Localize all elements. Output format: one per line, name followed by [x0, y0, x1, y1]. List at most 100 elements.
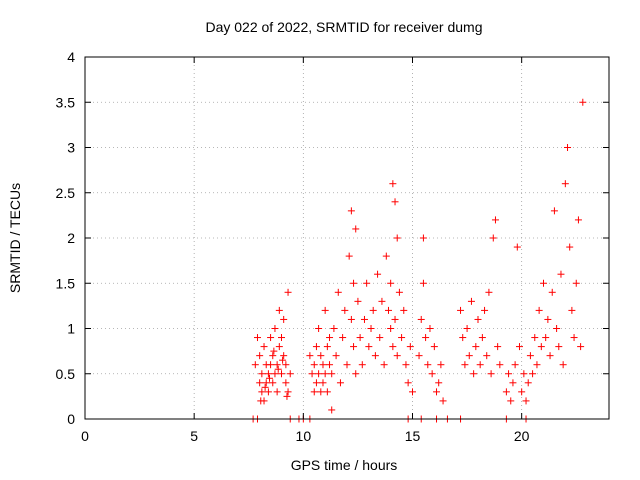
- data-point: [287, 370, 294, 377]
- data-point: [350, 343, 357, 350]
- data-point: [398, 334, 405, 341]
- data-point: [496, 361, 503, 368]
- y-tick-label: 0: [67, 411, 75, 427]
- data-point: [553, 325, 560, 332]
- data-point: [315, 370, 322, 377]
- data-point: [400, 307, 407, 314]
- data-point: [409, 388, 416, 395]
- data-point: [533, 361, 540, 368]
- data-point: [579, 99, 586, 106]
- y-tick-label: 2: [67, 230, 75, 246]
- data-point: [577, 343, 584, 350]
- data-point: [475, 316, 482, 323]
- data-point: [279, 357, 286, 364]
- data-point: [263, 379, 270, 386]
- data-point: [551, 207, 558, 214]
- data-point: [348, 316, 355, 323]
- data-point: [518, 388, 525, 395]
- data-point: [461, 361, 468, 368]
- data-point: [322, 370, 329, 377]
- data-point: [470, 370, 477, 377]
- data-point: [424, 361, 431, 368]
- data-point: [271, 370, 278, 377]
- data-point: [437, 361, 444, 368]
- data-point: [261, 343, 268, 350]
- data-point: [529, 370, 536, 377]
- data-point: [392, 198, 399, 205]
- data-point: [420, 280, 427, 287]
- data-point: [326, 334, 333, 341]
- data-point: [348, 207, 355, 214]
- data-point: [363, 280, 370, 287]
- data-point: [464, 325, 471, 332]
- data-point: [330, 325, 337, 332]
- data-point: [389, 343, 396, 350]
- data-point: [269, 379, 276, 386]
- data-point: [490, 235, 497, 242]
- x-tick-label: 15: [405, 428, 421, 444]
- data-point: [573, 280, 580, 287]
- data-point: [257, 397, 264, 404]
- data-point: [254, 334, 261, 341]
- data-point: [317, 388, 324, 395]
- data-point: [385, 307, 392, 314]
- data-point: [549, 289, 556, 296]
- x-axis-label: GPS time / hours: [291, 457, 398, 473]
- data-point: [256, 379, 263, 386]
- data-point: [566, 244, 573, 251]
- data-point: [492, 216, 499, 223]
- data-point: [564, 144, 571, 151]
- data-point: [525, 379, 532, 386]
- data-point: [488, 370, 495, 377]
- data-point: [282, 361, 289, 368]
- x-tick-label: 5: [190, 428, 198, 444]
- data-point: [319, 379, 326, 386]
- data-point: [394, 352, 401, 359]
- y-tick-label: 2.5: [56, 185, 76, 201]
- data-point: [265, 370, 272, 377]
- data-point: [280, 352, 287, 359]
- data-point: [267, 361, 274, 368]
- data-point: [523, 397, 530, 404]
- y-tick-labels: 0 0.5 1 1.5 2 2.5 3 3.5 4: [56, 49, 76, 427]
- data-point: [365, 343, 372, 350]
- data-point: [274, 361, 281, 368]
- data-point: [311, 361, 318, 368]
- data-point: [557, 271, 564, 278]
- data-point: [376, 334, 383, 341]
- data-point: [560, 361, 567, 368]
- data-point: [269, 352, 276, 359]
- data-point: [311, 388, 318, 395]
- data-point: [256, 352, 263, 359]
- data-point: [512, 361, 519, 368]
- data-point: [503, 388, 510, 395]
- data-point: [483, 352, 490, 359]
- data-point: [335, 289, 342, 296]
- data-point: [283, 393, 290, 400]
- data-point: [531, 334, 538, 341]
- data-point: [505, 370, 512, 377]
- data-point: [542, 334, 549, 341]
- y-tick-label: 3: [67, 140, 75, 156]
- data-point: [275, 366, 282, 373]
- data-point: [339, 334, 346, 341]
- data-point: [266, 375, 273, 382]
- data-point: [350, 280, 357, 287]
- data-point: [370, 307, 377, 314]
- x-tick-label: 10: [296, 428, 312, 444]
- data-point: [477, 361, 484, 368]
- data-point: [354, 298, 361, 305]
- data-point: [285, 388, 292, 395]
- data-point: [333, 352, 340, 359]
- data-point: [479, 334, 486, 341]
- data-point: [313, 343, 320, 350]
- data-point: [271, 325, 278, 332]
- data-point: [485, 289, 492, 296]
- data-point: [324, 388, 331, 395]
- data-point: [361, 316, 368, 323]
- data-point: [337, 379, 344, 386]
- data-point: [538, 343, 545, 350]
- data-point: [341, 307, 348, 314]
- data-point: [322, 307, 329, 314]
- data-point: [420, 235, 427, 242]
